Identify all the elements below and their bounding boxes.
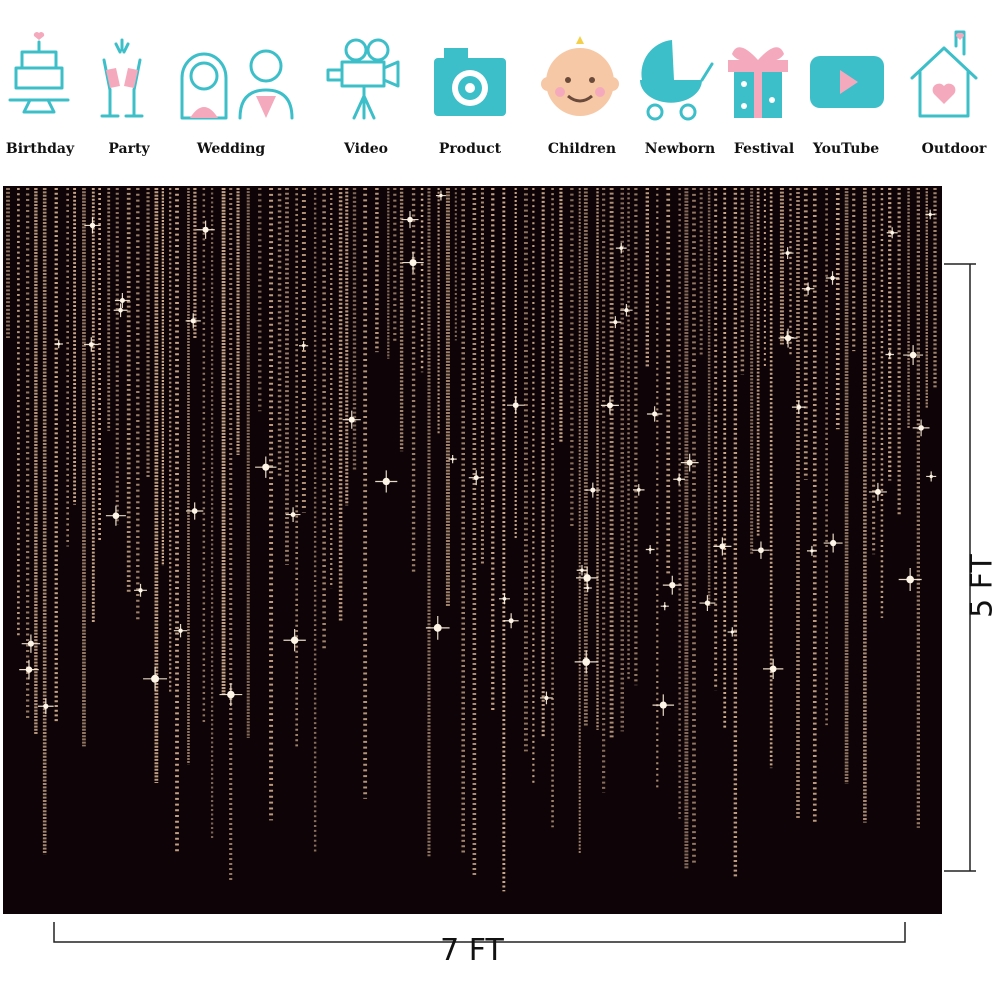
sparkle-glow	[544, 695, 549, 701]
sparkle-glow	[178, 628, 183, 633]
sparkle-glow	[906, 575, 914, 584]
sparkle-glow	[624, 308, 629, 313]
icon-label: YouTube	[812, 141, 879, 157]
icon-label: Festival	[734, 141, 794, 157]
sparkle-glow	[119, 298, 125, 304]
icon-newborn	[640, 40, 714, 121]
sparkle-glow	[583, 574, 591, 582]
sparkle-glow	[590, 487, 596, 493]
icon-festival	[728, 47, 788, 118]
icon-birthday	[8, 32, 70, 114]
sparkle-glow	[874, 488, 881, 495]
sparkle-glow	[928, 212, 932, 217]
sparkle-glow	[659, 701, 667, 709]
sparkle-glow	[686, 459, 693, 466]
sparkle-glow	[606, 402, 613, 409]
glitter-backdrop	[3, 186, 942, 914]
sparkle-glow	[636, 487, 641, 492]
sparkle-glow	[151, 674, 160, 683]
sparkle-glow	[118, 307, 123, 313]
icon-label: Wedding	[196, 141, 266, 157]
sparkle-glow	[348, 416, 355, 423]
sparkle-glow	[769, 665, 777, 673]
sparkle-glow	[407, 216, 413, 223]
sparkle-glow	[409, 259, 417, 267]
sparkle-glow	[582, 658, 591, 666]
sparkle-glow	[888, 353, 892, 356]
sparkle-glow	[43, 703, 49, 709]
icon-labels: Birthday Party Wedding Video Product Children…	[6, 141, 987, 157]
sparkle-glow	[669, 581, 676, 589]
height-label: 5 FT	[965, 553, 996, 617]
sparkle-glow	[433, 623, 442, 632]
icon-outdoor	[910, 30, 978, 118]
icon-video	[326, 38, 400, 120]
icon-label: Party	[108, 141, 150, 157]
sparkle-glow	[652, 411, 658, 417]
sparkle-glow	[508, 618, 514, 624]
sparkle-glow	[290, 512, 296, 518]
width-label: 7 FT	[440, 933, 504, 968]
sparkle-glow	[586, 586, 590, 590]
sparkle-glow	[648, 548, 652, 551]
sparkle-glow	[580, 568, 584, 573]
sparkle-glow	[89, 222, 96, 229]
icon-party	[100, 38, 144, 118]
sparkle-glow	[796, 404, 802, 410]
sparkle-glow	[806, 286, 811, 291]
sparkle-glow	[663, 604, 667, 608]
icon-label: Outdoor	[922, 141, 987, 157]
width-marker	[53, 922, 906, 943]
sparkle-glow	[918, 425, 924, 431]
icon-children	[541, 36, 619, 116]
sparkle-glow	[191, 508, 198, 514]
sparkle-glow	[704, 600, 711, 606]
sparkle-glow	[909, 351, 917, 359]
sparkle-glow	[613, 320, 618, 325]
sparkle-glow	[227, 690, 235, 699]
icon-wedding	[180, 49, 294, 120]
sparkle-glow	[619, 246, 624, 250]
sparkle-glow	[112, 512, 120, 520]
sparkle-glow	[473, 475, 479, 481]
icon-label: Birthday	[6, 141, 75, 157]
sparkle-glow	[25, 666, 33, 673]
sparkle-glow	[202, 226, 209, 233]
icon-youtube	[810, 56, 884, 108]
sparkle-glow	[382, 477, 390, 486]
sparkle-glow	[890, 230, 895, 235]
sparkle-glow	[810, 549, 814, 553]
sparkle-glow	[730, 630, 734, 634]
icon-label: Product	[439, 141, 502, 157]
height-marker	[944, 263, 976, 872]
sparkle-glow	[512, 402, 519, 409]
sparkle-glow	[262, 463, 270, 471]
sparkle-glow	[758, 547, 764, 554]
icon-label: Newborn	[645, 141, 715, 157]
icon-label: Video	[343, 141, 388, 157]
sparkle-glow	[719, 543, 726, 550]
sparkle-glow	[27, 640, 34, 647]
glitter-strands	[6, 188, 937, 892]
icon-product	[434, 48, 506, 116]
sparkle-glow	[784, 334, 792, 342]
sparkle-glow	[830, 275, 835, 281]
sparkle-glow	[302, 344, 306, 348]
sparkle-glow	[502, 596, 507, 601]
sparkle-glow	[929, 474, 933, 479]
sparkle-glow	[439, 193, 443, 198]
sparkle-glow	[677, 477, 682, 482]
sparkle-glow	[88, 342, 94, 347]
sparkle-glow	[57, 342, 61, 346]
sparkle-glow	[451, 457, 455, 461]
sparkle-glow	[138, 588, 143, 593]
sparkle-glow	[830, 539, 837, 547]
sparkle-glow	[190, 318, 196, 324]
icon-label: Children	[548, 141, 616, 157]
sparkle-glow	[785, 251, 790, 256]
sparkle-glow	[290, 636, 299, 644]
